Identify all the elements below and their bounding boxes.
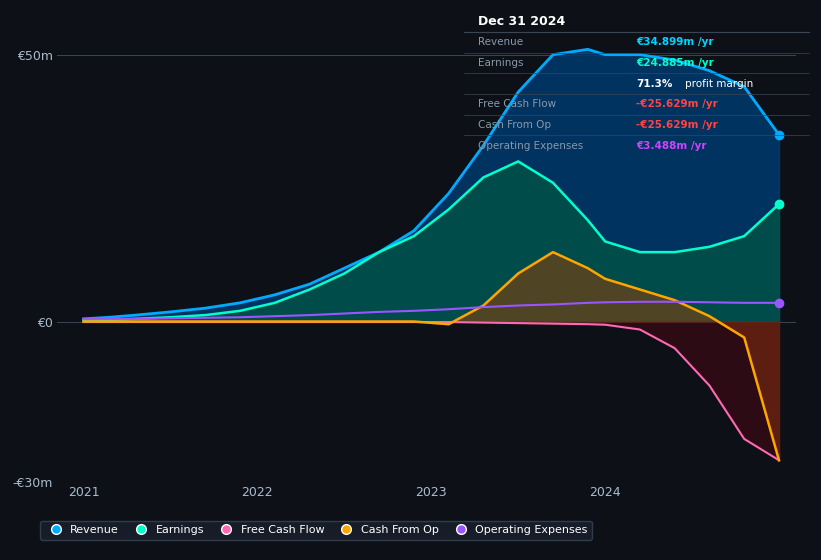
Text: -€25.629m /yr: -€25.629m /yr xyxy=(636,100,718,109)
Text: €3.488m /yr: €3.488m /yr xyxy=(636,141,707,151)
Text: 71.3%: 71.3% xyxy=(636,79,672,88)
Text: €24.885m /yr: €24.885m /yr xyxy=(636,58,714,68)
Text: profit margin: profit margin xyxy=(685,79,753,88)
Text: €34.899m /yr: €34.899m /yr xyxy=(636,38,713,47)
Legend: Revenue, Earnings, Free Cash Flow, Cash From Op, Operating Expenses: Revenue, Earnings, Free Cash Flow, Cash … xyxy=(40,521,592,539)
Text: Earnings: Earnings xyxy=(478,58,523,68)
Text: Cash From Op: Cash From Op xyxy=(478,120,551,130)
Text: Revenue: Revenue xyxy=(478,38,523,47)
Text: Free Cash Flow: Free Cash Flow xyxy=(478,100,556,109)
Text: Operating Expenses: Operating Expenses xyxy=(478,141,583,151)
Text: -€25.629m /yr: -€25.629m /yr xyxy=(636,120,718,130)
Text: Dec 31 2024: Dec 31 2024 xyxy=(478,15,565,28)
